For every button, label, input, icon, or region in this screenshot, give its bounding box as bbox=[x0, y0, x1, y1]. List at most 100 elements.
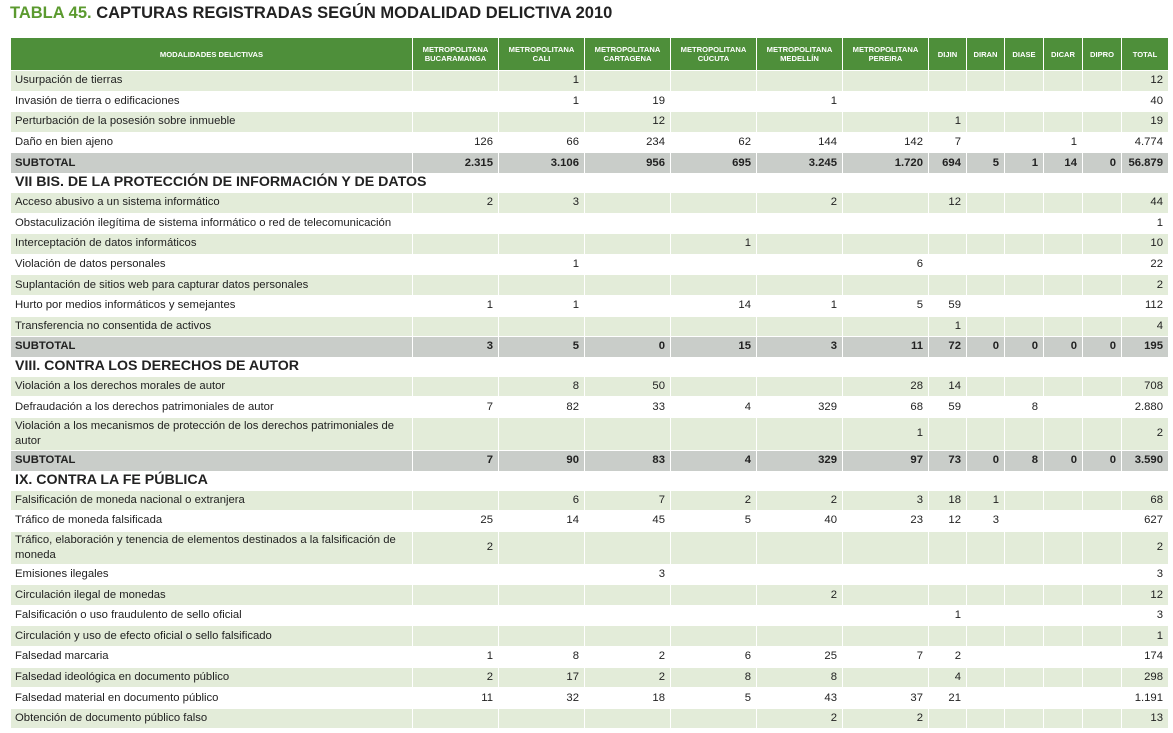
cell: 12 bbox=[928, 192, 967, 214]
cell: 1 bbox=[498, 91, 585, 113]
cell: 25 bbox=[412, 510, 499, 532]
cell: 11 bbox=[412, 687, 499, 709]
cell bbox=[842, 91, 929, 113]
cell bbox=[966, 584, 1005, 606]
cell: 1 bbox=[966, 490, 1005, 512]
cell: 4 bbox=[928, 667, 967, 689]
cell bbox=[1043, 295, 1083, 317]
cell bbox=[842, 316, 929, 338]
cell bbox=[670, 417, 757, 451]
row-label: Suplantación de sitios web para capturar… bbox=[10, 274, 413, 296]
cell: 68 bbox=[1121, 490, 1169, 512]
cell: 2 bbox=[1121, 417, 1169, 451]
cell: 3.590 bbox=[1121, 450, 1169, 471]
cell bbox=[1043, 233, 1083, 255]
row-label: Usurpación de tierras bbox=[10, 70, 413, 92]
cell: 3.245 bbox=[756, 152, 843, 173]
cell: 3 bbox=[756, 336, 843, 357]
cell bbox=[584, 213, 671, 235]
cell: 2 bbox=[842, 708, 929, 730]
row-label: Falsedad ideológica en documento público bbox=[10, 667, 413, 689]
cell: 72 bbox=[928, 336, 967, 357]
cell bbox=[1004, 490, 1044, 512]
cell bbox=[670, 708, 757, 730]
cell bbox=[1082, 510, 1122, 532]
cell: 2 bbox=[670, 490, 757, 512]
cell: 2 bbox=[412, 531, 499, 565]
cell: 5 bbox=[670, 687, 757, 709]
cell bbox=[584, 192, 671, 214]
cell bbox=[584, 316, 671, 338]
cell: 68 bbox=[842, 396, 929, 418]
data-row: Violación a los derechos morales de auto… bbox=[10, 376, 1169, 398]
cell bbox=[1004, 111, 1044, 133]
data-row: Invasión de tierra o edificaciones 1 19 1 40 bbox=[10, 91, 1169, 113]
row-label: Falsificación de moneda nacional o extra… bbox=[10, 490, 413, 512]
cell bbox=[1082, 687, 1122, 709]
cell: 8 bbox=[1004, 450, 1044, 471]
column-header: METROPOLITANA MEDELLÍN bbox=[756, 37, 843, 71]
row-label: Falsedad material en documento público bbox=[10, 687, 413, 709]
cell bbox=[498, 708, 585, 730]
cell bbox=[1004, 625, 1044, 648]
cell bbox=[1082, 605, 1122, 627]
cell bbox=[1043, 564, 1083, 586]
row-label: Interceptación de datos informáticos bbox=[10, 233, 413, 255]
cell: 10 bbox=[1121, 233, 1169, 255]
cell bbox=[966, 417, 1005, 451]
cell bbox=[1082, 316, 1122, 338]
cell: 8 bbox=[498, 376, 585, 398]
data-row: Perturbación de la posesión sobre inmueb… bbox=[10, 111, 1169, 133]
column-header: METROPOLITANA CALI bbox=[498, 37, 585, 71]
cell bbox=[966, 316, 1005, 338]
cell bbox=[412, 91, 499, 113]
cell bbox=[412, 254, 499, 276]
cell bbox=[842, 213, 929, 235]
row-label: Acceso abusivo a un sistema informático bbox=[10, 192, 413, 214]
cell bbox=[1004, 254, 1044, 276]
cell: 43 bbox=[756, 687, 843, 709]
cell bbox=[670, 91, 757, 113]
cell: 5 bbox=[670, 510, 757, 532]
cell: 2.880 bbox=[1121, 396, 1169, 418]
data-row: Falsedad material en documento público 11… bbox=[10, 687, 1169, 709]
cell bbox=[756, 254, 843, 276]
cell bbox=[928, 70, 967, 92]
cell bbox=[1043, 316, 1083, 338]
cell: 7 bbox=[412, 396, 499, 418]
data-table: MODALIDADES DELICTIVAS METROPOLITANA BUCA… bbox=[10, 37, 1169, 730]
column-header: DICAR bbox=[1043, 37, 1083, 71]
cell bbox=[966, 274, 1005, 296]
cell bbox=[498, 213, 585, 235]
cell: 19 bbox=[1121, 111, 1169, 133]
data-row: Falsedad ideológica en documento público… bbox=[10, 667, 1169, 689]
cell: 2 bbox=[756, 584, 843, 606]
cell bbox=[928, 274, 967, 296]
cell bbox=[670, 213, 757, 235]
cell: 1 bbox=[498, 254, 585, 276]
cell bbox=[842, 233, 929, 255]
cell: 1.720 bbox=[842, 152, 929, 173]
cell: 2.315 bbox=[412, 152, 499, 173]
data-row: Usurpación de tierras 1 12 bbox=[10, 70, 1169, 92]
cell bbox=[670, 192, 757, 214]
cell: 33 bbox=[584, 396, 671, 418]
cell: 59 bbox=[928, 295, 967, 317]
section-row: VIII. CONTRA LOS DERECHOS DE AUTOR bbox=[10, 356, 1169, 377]
cell bbox=[498, 417, 585, 451]
cell: 23 bbox=[842, 510, 929, 532]
cell bbox=[1043, 376, 1083, 398]
cell: 2 bbox=[412, 192, 499, 214]
cell: 126 bbox=[412, 132, 499, 154]
cell: 4.774 bbox=[1121, 132, 1169, 154]
cell bbox=[966, 687, 1005, 709]
cell bbox=[1004, 316, 1044, 338]
section-title: IX. CONTRA LA FE PÚBLICA bbox=[10, 470, 1169, 491]
cell: 3 bbox=[1121, 605, 1169, 627]
cell bbox=[966, 376, 1005, 398]
cell bbox=[966, 646, 1005, 668]
row-label: Transferencia no consentida de activos bbox=[10, 316, 413, 338]
cell bbox=[1043, 70, 1083, 92]
cell bbox=[412, 564, 499, 586]
